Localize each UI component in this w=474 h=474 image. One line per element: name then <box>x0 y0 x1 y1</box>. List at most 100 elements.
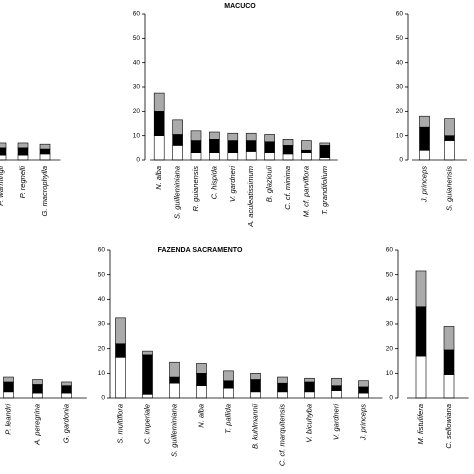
bar-segment <box>250 379 261 393</box>
bar-segment <box>443 349 455 375</box>
bar-segment <box>319 142 331 146</box>
bar-segment <box>264 141 275 153</box>
bar-segment <box>304 377 315 383</box>
bar-segment <box>0 147 7 156</box>
x-tick-label: J. princeps <box>419 166 428 204</box>
bar-segment <box>415 270 427 308</box>
bar-segment <box>209 131 220 140</box>
y-tick-label: 60 <box>386 247 394 254</box>
bar-segment <box>419 126 430 151</box>
x-tick-label: P. regnelli <box>18 166 27 199</box>
y-tick-label: 50 <box>133 35 141 42</box>
bar-segment <box>264 152 275 161</box>
x-tick-label: M. cf. parviflora <box>301 166 310 217</box>
bar-segment <box>196 363 207 374</box>
bar-segment <box>245 151 257 161</box>
x-tick-label: C. cf. marquitensis <box>277 404 286 466</box>
y-tick-label: 30 <box>98 321 106 328</box>
x-tick-label: N. alba <box>154 166 163 190</box>
bar-segment <box>358 380 369 388</box>
x-tick-label: G. macrophylla <box>40 166 49 216</box>
bar-segment <box>277 391 288 399</box>
x-tick-label: C. sellowiana <box>444 404 453 449</box>
bar-segment <box>39 153 51 161</box>
x-tick-label: S. multiflora <box>115 404 124 444</box>
bar-segment <box>169 361 180 378</box>
bar-segment <box>444 135 455 141</box>
bar-segment <box>304 391 315 399</box>
chart-title: MACUCO <box>224 3 256 10</box>
bar-segment <box>169 382 180 399</box>
y-tick-label: 40 <box>396 59 404 66</box>
bar-segment <box>0 154 7 161</box>
bar-segment <box>172 119 183 135</box>
bar-segment <box>3 376 14 383</box>
y-tick-label: 0 <box>101 395 105 402</box>
bar-segment <box>443 374 455 399</box>
y-tick-label: 10 <box>133 132 141 139</box>
x-tick-label: P. warmingii <box>0 166 5 206</box>
bar-segment <box>301 152 312 161</box>
y-tick-label: 0 <box>136 157 140 164</box>
x-tick-label: G. gardonia <box>61 404 70 443</box>
bar-segment <box>245 140 257 152</box>
y-tick-label: 20 <box>133 108 141 115</box>
bar-segment <box>227 152 239 161</box>
y-tick-label: 20 <box>98 345 106 352</box>
bar-segment <box>282 153 294 161</box>
bar-segment <box>209 139 220 153</box>
bar-segment <box>415 355 427 399</box>
y-tick-label: 60 <box>133 11 141 18</box>
bar-segment <box>61 381 72 386</box>
bar-segment <box>17 147 29 156</box>
bar-segment <box>32 392 43 399</box>
y-tick-label: 40 <box>386 296 394 303</box>
bar-segment <box>172 145 183 161</box>
bar-segment <box>196 385 207 399</box>
x-tick-label: V. bicuhyba <box>304 404 313 443</box>
y-tick-label: 0 <box>399 157 403 164</box>
x-tick-label: T. pallida <box>223 404 232 434</box>
y-tick-label: 40 <box>133 59 141 66</box>
bar-segment <box>223 387 234 399</box>
bar-segment <box>443 326 455 351</box>
x-tick-label: A. peregrina <box>32 404 41 446</box>
bar-segment <box>444 140 455 161</box>
y-tick-label: 30 <box>396 84 404 91</box>
bar-segment <box>39 148 51 155</box>
bar-segment <box>196 373 207 386</box>
bar-segment <box>358 386 369 394</box>
bar-segment <box>264 134 275 143</box>
bar-segment <box>17 154 29 161</box>
bar-segment <box>301 149 312 153</box>
chart-title: FAZENDA SACRAMENTO <box>158 247 243 254</box>
bar-segment <box>142 354 153 395</box>
bar-segment <box>142 393 153 399</box>
bar-segment <box>245 132 257 141</box>
bar-segment <box>227 132 239 141</box>
x-tick-label: C. cf. minima <box>283 166 292 210</box>
bar-segment <box>277 382 288 393</box>
y-tick-label: 20 <box>386 345 394 352</box>
bar-segment <box>61 385 72 394</box>
bar-segment <box>153 111 165 136</box>
bar-segment <box>419 115 430 128</box>
x-tick-label: S. guilleminiana <box>173 166 182 219</box>
x-tick-label: S. guianensis <box>444 166 453 211</box>
bar-segment <box>115 343 126 358</box>
y-tick-label: 50 <box>396 35 404 42</box>
bar-segment <box>17 142 29 149</box>
bar-segment <box>358 392 369 399</box>
bar-segment <box>32 379 43 385</box>
y-tick-label: 60 <box>98 247 106 254</box>
y-tick-label: 60 <box>396 11 404 18</box>
x-tick-label: R. guianensis <box>191 166 200 212</box>
x-tick-label: V. gardneri <box>228 166 237 202</box>
y-tick-label: 10 <box>98 370 106 377</box>
bar-segment <box>304 381 315 393</box>
bar-segment <box>282 139 294 146</box>
y-tick-label: 30 <box>133 84 141 91</box>
x-tick-label: P. leandri <box>3 404 12 435</box>
bar-segment <box>331 390 342 399</box>
